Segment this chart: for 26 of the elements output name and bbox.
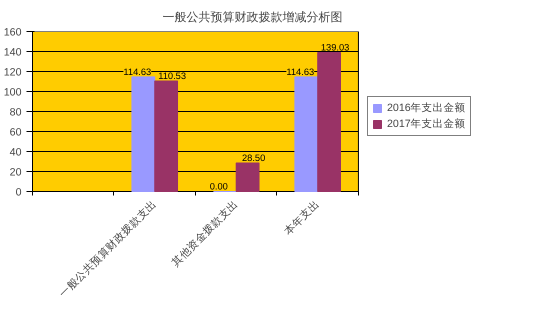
x-tick-label: 本年支出: [282, 198, 322, 238]
y-tick-label: 80: [10, 106, 22, 118]
legend-label: 2017年支出金额: [387, 117, 466, 131]
chart-title: 一般公共预算财政拨款增减分析图: [162, 10, 342, 24]
data-label: 139.03: [320, 42, 350, 52]
bar: [131, 76, 156, 192]
data-label: 0.00: [210, 182, 228, 192]
y-tick-label: 20: [10, 166, 22, 178]
bar: [294, 76, 318, 192]
y-tick-label: 120: [4, 66, 22, 78]
y-tick-label: 140: [4, 46, 22, 58]
data-label: 114.63: [123, 66, 152, 77]
y-tick-label: 100: [4, 86, 22, 98]
data-label: 110.53: [158, 70, 186, 81]
bar: [236, 162, 260, 192]
x-tick-label: 一般公共预算财政拨款支出: [56, 198, 159, 300]
x-tick-label: 其他资金拨款支出: [169, 198, 240, 269]
data-label: 28.50: [242, 153, 266, 163]
y-tick-label: 160: [4, 26, 22, 38]
bar: [317, 52, 341, 192]
legend-label: 2016年支出金额: [387, 101, 466, 115]
bar: [154, 80, 178, 192]
y-tick-label: 0: [16, 186, 22, 198]
y-tick-label: 60: [10, 126, 22, 138]
data-label: 114.63: [286, 66, 314, 77]
y-tick-label: 40: [10, 146, 22, 158]
